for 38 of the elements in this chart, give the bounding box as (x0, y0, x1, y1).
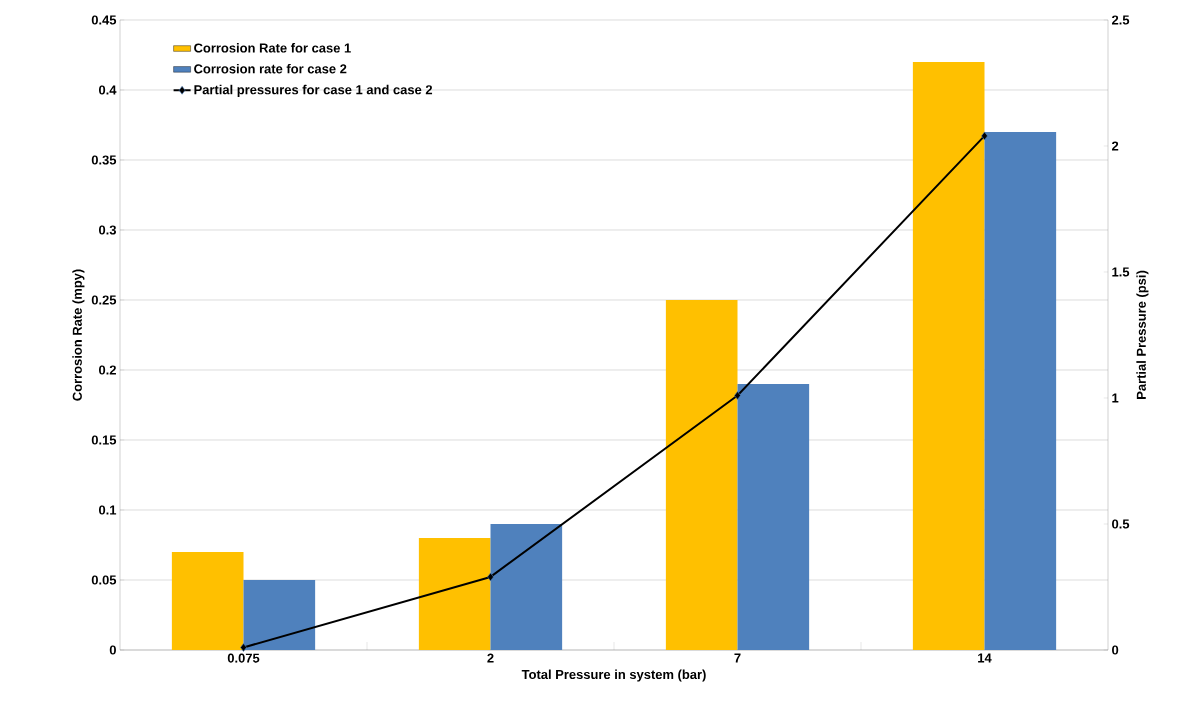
x-tick-label: 7 (734, 653, 741, 663)
x-tick-label: 0.075 (227, 653, 260, 663)
y-tick-label: 0 (109, 645, 116, 655)
y2-tick-label: 0 (1112, 645, 1119, 655)
y-tick-label: 0.3 (98, 225, 117, 235)
point (734, 391, 741, 400)
y2-tick-label: 2.5 (1111, 15, 1130, 25)
legend-label: Corrosion rate for case 2 (194, 63, 347, 74)
point (487, 572, 494, 582)
y-tick-label: 0.35 (91, 155, 117, 165)
bar (984, 132, 1057, 650)
bar (243, 580, 316, 650)
legend-label: Partial pressures for case 1 and case 2 (194, 84, 433, 97)
point (981, 131, 988, 141)
y-tick-label: 0.1 (98, 505, 117, 515)
y-axis-title: Corrosion Rate (mpy) (72, 269, 85, 401)
point (240, 643, 247, 652)
y-tick-label: 0.15 (91, 435, 117, 445)
y-tick-label: 0.4 (98, 85, 117, 95)
x-axis-title: Total Pressure in system (bar) (521, 669, 706, 682)
y-tick-label: 0.25 (91, 295, 117, 305)
y-tick-label: 0.2 (98, 365, 116, 375)
bar (418, 538, 491, 650)
y-tick-label: 0.05 (91, 575, 117, 585)
x-tick-label: 2 (487, 653, 494, 663)
y2-tick-label: 0.5 (1112, 519, 1130, 529)
y2-tick-label: 1 (1112, 393, 1119, 403)
x-tick-label: 14 (978, 653, 992, 663)
bar (737, 384, 810, 650)
y2-axis-title: Partial Pressure (psi) (1136, 270, 1149, 399)
y2-tick-label: 1.5 (1112, 267, 1130, 277)
y2-tick-label: 2 (1111, 141, 1119, 151)
y-tick-label: 0.45 (91, 15, 117, 25)
bar (665, 300, 738, 650)
legend-label: Corrosion Rate for case 1 (194, 43, 351, 53)
bar (912, 62, 985, 650)
bar (171, 552, 244, 650)
bar (490, 524, 563, 650)
